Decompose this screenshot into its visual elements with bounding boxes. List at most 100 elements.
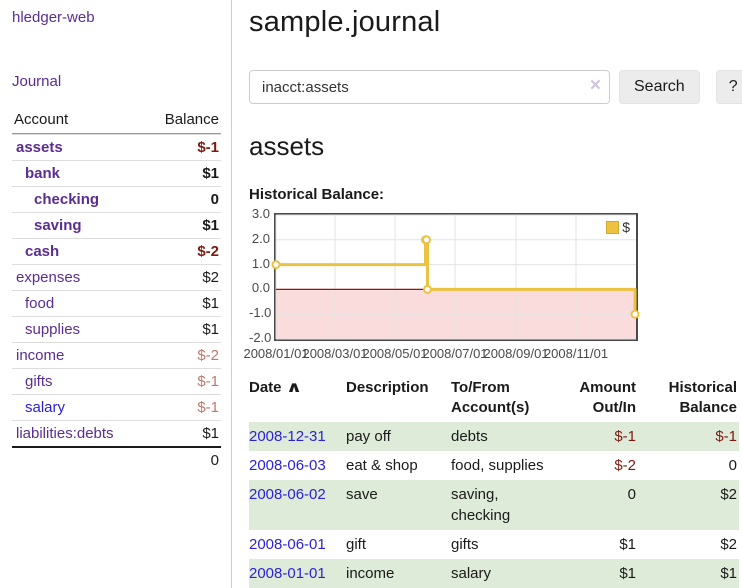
- register-header-row: Date ∧ Description To/From Account(s) Amo…: [249, 376, 739, 422]
- transaction-balance: 0: [728, 457, 737, 474]
- account-balance: $2: [202, 269, 219, 286]
- balance-column-header: Balance: [164, 111, 219, 128]
- register-row: 2008-06-03 eat & shop food, supplies $-2…: [249, 451, 739, 480]
- page-title: sample.journal: [249, 6, 441, 38]
- transaction-description: pay off: [346, 422, 451, 451]
- clear-search-icon[interactable]: ×: [589, 75, 601, 96]
- account-balance: $1: [202, 295, 219, 312]
- register-row: 2008-12-31 pay off debts $-1 $-1: [249, 422, 739, 451]
- transaction-amount: 0: [554, 480, 644, 530]
- transaction-amount: $1: [619, 536, 636, 553]
- transaction-amount: $1: [554, 559, 644, 588]
- transaction-balance: $1: [644, 559, 739, 588]
- account-column-header: To/From Account(s): [451, 379, 530, 416]
- y-tick-label: -1.0: [249, 305, 272, 321]
- chart-plot-svg: [271, 214, 640, 340]
- account-link-supplies[interactable]: supplies: [25, 321, 81, 338]
- transaction-date-link[interactable]: 2008-06-03: [249, 457, 326, 474]
- register-row: 2008-06-02 save saving, checking 0 $2: [249, 480, 739, 530]
- account-balance: $-2: [197, 347, 219, 364]
- chart-plot-area: $: [271, 213, 640, 341]
- y-tick-label: 1.0: [251, 255, 270, 271]
- accounts-total-row: 0: [12, 446, 221, 473]
- account-balance: $-1: [197, 139, 219, 156]
- account-link-saving[interactable]: saving: [34, 217, 82, 234]
- search-form: × Search ?: [249, 70, 742, 104]
- transaction-date-link[interactable]: 2008-12-31: [249, 428, 326, 445]
- x-tick-label: 2008/01/01: [243, 346, 309, 361]
- amount-column-header: Amount Out/In: [579, 379, 636, 416]
- account-link-checking[interactable]: checking: [34, 191, 100, 208]
- account-link-food[interactable]: food: [25, 295, 55, 312]
- register-row: 2008-01-01 income salary $1 $1: [249, 559, 739, 588]
- chart-title: Historical Balance:: [249, 186, 385, 203]
- account-balance: $1: [202, 321, 219, 338]
- account-row: liabilities:debts $1: [12, 420, 221, 446]
- account-balance: 0: [210, 191, 219, 208]
- search-input-wrap: ×: [249, 70, 610, 104]
- account-link-gifts[interactable]: gifts: [25, 373, 53, 390]
- transaction-balance: $2: [644, 480, 739, 530]
- transaction-balance: $2: [720, 536, 737, 553]
- transaction-description: eat & shop: [346, 457, 418, 474]
- account-link-expenses[interactable]: expenses: [16, 269, 81, 286]
- transaction-balance: $-1: [644, 422, 739, 451]
- account-row: gifts $-1: [12, 368, 221, 394]
- register-table: Date ∧ Description To/From Account(s) Amo…: [249, 376, 739, 588]
- accounts-table: Account Balance assets $-1 bank $1 check…: [12, 107, 221, 473]
- y-tick-label: 2.0: [251, 230, 270, 246]
- transaction-date-link[interactable]: 2008-06-01: [249, 536, 326, 553]
- account-link-bank[interactable]: bank: [25, 165, 61, 182]
- transaction-account: salary: [451, 559, 554, 588]
- help-button[interactable]: ?: [715, 70, 742, 104]
- account-row: checking 0: [12, 186, 221, 212]
- account-link-liabilities-debts[interactable]: liabilities:debts: [16, 425, 114, 442]
- account-heading: assets: [249, 131, 325, 161]
- chart-legend: $: [604, 218, 632, 236]
- y-tick-label: 0.0: [251, 280, 270, 296]
- legend-label: $: [622, 219, 630, 235]
- transaction-account: saving, checking: [451, 480, 554, 530]
- account-link-income[interactable]: income: [16, 347, 65, 364]
- account-row: expenses $2: [12, 264, 221, 290]
- accounts-table-header: Account Balance: [12, 107, 221, 134]
- account-row: food $1: [12, 290, 221, 316]
- account-link-cash[interactable]: cash: [25, 243, 60, 260]
- x-tick-label: 2008/05/01: [362, 346, 428, 361]
- description-column-header: Description: [346, 379, 429, 396]
- legend-swatch-icon: [606, 220, 620, 234]
- transaction-date-link[interactable]: 2008-06-02: [249, 486, 326, 503]
- y-tick-label: 3.0: [251, 206, 270, 221]
- transaction-description: save: [346, 480, 451, 530]
- account-balance: $-1: [197, 373, 219, 390]
- balance-column-header: Historical Balance: [668, 379, 737, 416]
- account-link-assets[interactable]: assets: [16, 139, 63, 156]
- brand-link[interactable]: hledger-web: [12, 9, 95, 26]
- historical-balance-chart: 3.0 2.0 1.0 0.0 -1.0 -2.0 $ 2008/01/01 2008/03…: [243, 206, 729, 363]
- account-row: supplies $1: [12, 316, 221, 342]
- account-row: saving $1: [12, 212, 221, 238]
- date-column-header[interactable]: Date ∧: [249, 379, 302, 396]
- x-tick-label: 2008/11/01: [543, 346, 609, 361]
- sort-ascending-icon: ∧: [285, 379, 302, 396]
- x-tick-label: 2008/03/01: [302, 346, 368, 361]
- transaction-account: debts: [451, 422, 554, 451]
- account-link-salary[interactable]: salary: [25, 399, 66, 416]
- transaction-account: gifts: [451, 536, 479, 553]
- account-row: cash $-2: [12, 238, 221, 264]
- accounts-total-value: 0: [210, 452, 219, 469]
- x-tick-label: 2008/07/01: [422, 346, 488, 361]
- main-content: sample.journal × Search ? assets Histori…: [232, 0, 742, 588]
- transaction-date-link[interactable]: 2008-01-01: [249, 565, 326, 582]
- search-input[interactable]: [249, 70, 610, 104]
- transaction-description: gift: [346, 536, 367, 553]
- transaction-amount: $-2: [614, 457, 636, 474]
- sidebar-item-journal[interactable]: Journal: [12, 73, 62, 90]
- x-tick-label: 2008/09/01: [483, 346, 549, 361]
- account-balance: $-2: [197, 243, 219, 260]
- account-column-header: Account: [14, 111, 69, 128]
- transaction-description: income: [346, 559, 451, 588]
- search-button[interactable]: Search: [619, 70, 700, 104]
- account-balance: $1: [202, 425, 219, 442]
